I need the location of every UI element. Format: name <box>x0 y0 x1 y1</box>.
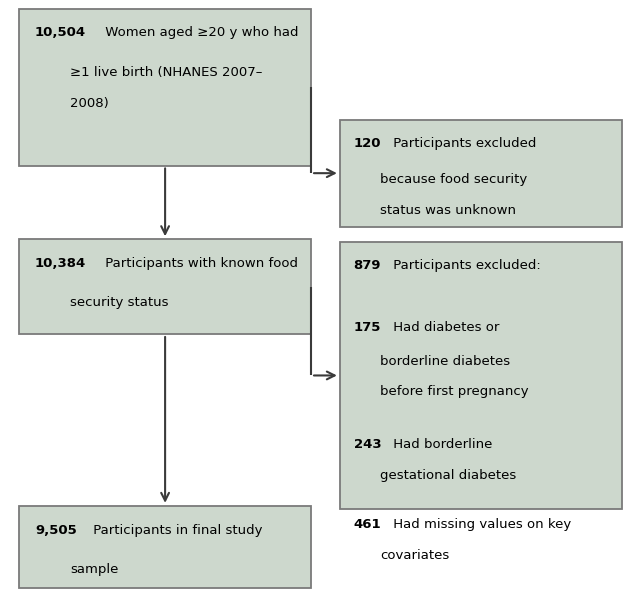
Text: Participants excluded:: Participants excluded: <box>389 259 541 272</box>
Text: 243: 243 <box>354 438 382 451</box>
Text: sample: sample <box>70 563 118 576</box>
Text: gestational diabetes: gestational diabetes <box>380 469 517 482</box>
Text: 2008): 2008) <box>70 97 109 110</box>
Text: status was unknown: status was unknown <box>380 204 516 217</box>
Text: 120: 120 <box>354 137 381 150</box>
Text: Participants with known food: Participants with known food <box>101 257 298 270</box>
Text: 9,505: 9,505 <box>35 524 77 537</box>
Text: ≥1 live birth (NHANES 2007–: ≥1 live birth (NHANES 2007– <box>70 66 262 79</box>
Text: before first pregnancy: before first pregnancy <box>380 384 529 398</box>
FancyBboxPatch shape <box>340 242 622 509</box>
FancyBboxPatch shape <box>340 120 622 227</box>
Text: 879: 879 <box>354 259 381 272</box>
Text: 461: 461 <box>354 519 382 531</box>
Text: 10,504: 10,504 <box>35 26 86 39</box>
Text: Had missing values on key: Had missing values on key <box>389 519 572 531</box>
Text: Had diabetes or: Had diabetes or <box>389 321 499 334</box>
Text: borderline diabetes: borderline diabetes <box>380 356 511 368</box>
Text: 175: 175 <box>354 321 381 334</box>
FancyBboxPatch shape <box>19 239 311 334</box>
Text: Women aged ≥20 y who had: Women aged ≥20 y who had <box>101 26 298 39</box>
Text: because food security: because food security <box>380 173 528 186</box>
FancyBboxPatch shape <box>19 506 311 588</box>
Text: Had borderline: Had borderline <box>389 438 493 451</box>
FancyBboxPatch shape <box>19 9 311 166</box>
Text: covariates: covariates <box>380 549 450 562</box>
Text: Participants excluded: Participants excluded <box>389 137 537 150</box>
Text: Participants in final study: Participants in final study <box>89 524 262 537</box>
Text: 10,384: 10,384 <box>35 257 86 270</box>
Text: security status: security status <box>70 296 168 309</box>
